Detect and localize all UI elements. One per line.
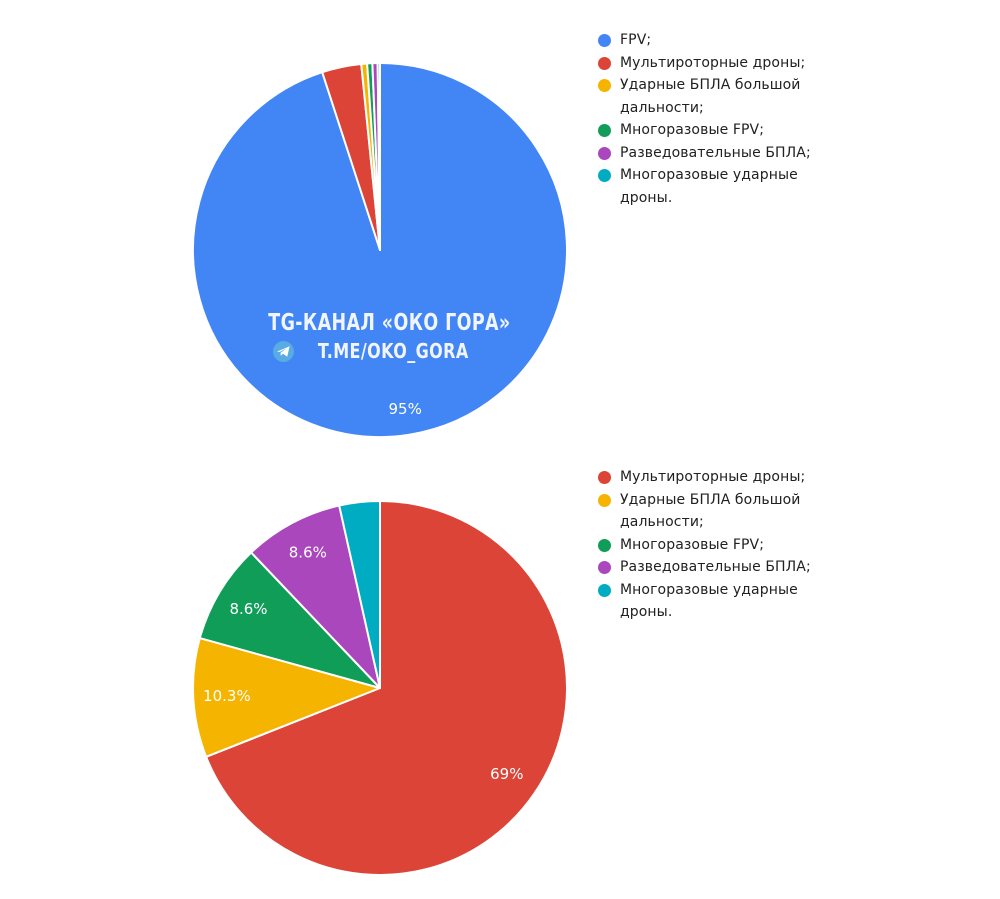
legend-item: Мультироторные дроны; bbox=[598, 466, 833, 489]
percent-label: 95% bbox=[388, 400, 421, 418]
legend-swatch-circle-icon bbox=[598, 561, 611, 574]
legend-label: FPV; bbox=[620, 32, 652, 48]
pie-slice bbox=[192, 637, 381, 758]
legend-item: Разведовательные БПЛА; bbox=[598, 142, 833, 165]
legend-label: Ударные БПЛА большой дальности; bbox=[620, 491, 801, 531]
legend-item: Многоразовые ударные дроны. bbox=[598, 164, 833, 209]
legend-swatch-circle-icon bbox=[598, 471, 611, 484]
legend-label: Многоразовые FPV; bbox=[620, 536, 765, 553]
legend-bottom: Мультироторные дроны; Ударные БПЛА большо… bbox=[598, 466, 833, 624]
pie-slice bbox=[250, 504, 381, 689]
legend-swatch-circle-icon bbox=[598, 583, 611, 597]
legend-item: Многоразовые ударные дроны. bbox=[598, 579, 833, 624]
legend-swatch-circle-icon bbox=[598, 146, 611, 160]
pie-top: 95% bbox=[192, 62, 568, 438]
pie-slice bbox=[376, 62, 381, 251]
legend-swatch-circle-icon bbox=[598, 493, 611, 507]
legend-item: Ударные БПЛА большой дальности; bbox=[598, 74, 833, 119]
pie-slice bbox=[205, 500, 568, 876]
legend-swatch-circle-icon bbox=[598, 169, 611, 182]
legend-label: Мультироторные дроны; bbox=[620, 54, 806, 71]
legend-label: Многоразовые ударные дроны. bbox=[620, 167, 798, 206]
legend-swatch-circle-icon bbox=[598, 79, 611, 92]
pie-slice bbox=[198, 551, 381, 689]
legend-label: Разведовательные БПЛА; bbox=[620, 559, 811, 575]
legend-swatch-circle-icon bbox=[598, 34, 611, 47]
percent-label: 10.3% bbox=[203, 687, 251, 705]
legend-top: FPV; Мультироторные дроны; Ударные БПЛА бо… bbox=[598, 29, 833, 209]
legend-item: Многоразовые FPV; bbox=[598, 534, 833, 557]
legend-label: Многоразовые FPV; bbox=[620, 122, 765, 138]
percent-label: 8.6% bbox=[229, 600, 267, 618]
pie-bottom: 69% 10.3% 8.6% 8.6% bbox=[192, 500, 568, 876]
legend-swatch-circle-icon bbox=[598, 124, 611, 137]
percent-label: 8.6% bbox=[289, 544, 327, 562]
legend-item: Разведовательные БПЛА; bbox=[598, 556, 833, 579]
legend-item: Мультироторные дроны; bbox=[598, 52, 833, 75]
percent-label: 69% bbox=[490, 765, 523, 783]
legend-item: Ударные БПЛА большой дальности; bbox=[598, 489, 833, 534]
legend-item: FPV; bbox=[598, 29, 833, 52]
legend-swatch-circle-icon bbox=[598, 56, 611, 70]
legend-label: Многоразовые ударные дроны. bbox=[620, 581, 798, 621]
legend-swatch-circle-icon bbox=[598, 538, 611, 552]
pie-slice bbox=[338, 500, 381, 689]
legend-item: Многоразовые FPV; bbox=[598, 119, 833, 142]
legend-label: Ударные БПЛА большой дальности; bbox=[620, 77, 801, 116]
legend-label: Мультироторные дроны; bbox=[620, 469, 806, 485]
legend-label: Разведовательные БПЛА; bbox=[620, 144, 811, 161]
